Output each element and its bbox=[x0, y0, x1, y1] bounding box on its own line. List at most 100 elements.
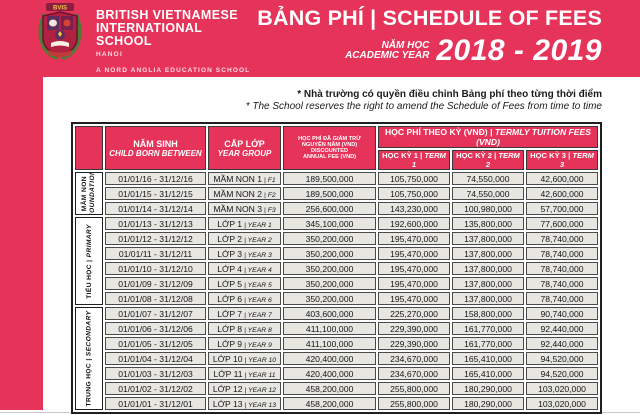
cell-term3-fee: 42,600,000 bbox=[526, 172, 599, 185]
cell-term1-fee: 195,470,000 bbox=[378, 262, 450, 275]
column-header-annual-fee: HỌC PHÍ ĐÃ GIẢM TRỪ NGUYÊN NĂM (VND) DIS… bbox=[283, 126, 376, 170]
section-label-vi: TRUNG HỌC | bbox=[85, 356, 93, 407]
cell-term3-fee: 78,740,000 bbox=[526, 247, 599, 260]
cell-term3-fee: 103,020,000 bbox=[526, 382, 599, 395]
year-group-en: | YEAR 3 bbox=[244, 251, 272, 259]
fee-schedule-table: NĂM SINH CHILD BORN BETWEEN CẤP LỚP YEAR… bbox=[71, 122, 603, 414]
term-1-separator: | bbox=[420, 151, 423, 160]
table-row: 01/01/02 - 31/12/02 LỚP 12 | YEAR 12 458,20… bbox=[75, 382, 599, 395]
cell-year-group: LỚP 8 | YEAR 8 bbox=[208, 322, 281, 335]
cell-term2-fee: 158,800,000 bbox=[452, 307, 524, 320]
section-label-inner: TIỂU HỌC | PRIMARY bbox=[76, 218, 102, 304]
year-group-vi: MẦM NON 3 bbox=[213, 203, 263, 214]
school-tagline: A NORD ANGLIA EDUCATION SCHOOL bbox=[96, 67, 251, 74]
year-group-vi: LỚP 9 bbox=[217, 338, 243, 349]
cell-term2-fee: 135,800,000 bbox=[452, 217, 524, 230]
cell-annual-fee: 458,200,000 bbox=[283, 397, 376, 410]
year-group-vi: MẦM NON 2 bbox=[213, 188, 263, 199]
cell-term1-fee: 105,750,000 bbox=[378, 187, 450, 200]
cell-term1-fee: 234,670,000 bbox=[378, 367, 450, 380]
term-1-en: TERM 1 bbox=[411, 151, 446, 169]
cell-annual-fee: 350,200,000 bbox=[283, 262, 376, 275]
year-group-en: | F3 bbox=[264, 206, 276, 214]
section-label-text: MẦM NON FOUNDATION bbox=[81, 172, 96, 215]
school-city: HANOI bbox=[96, 51, 123, 58]
section-label-2: TRUNG HỌC | SECONDARY bbox=[75, 307, 103, 410]
cell-annual-fee: 411,100,000 bbox=[283, 322, 376, 335]
cell-term1-fee: 195,470,000 bbox=[378, 247, 450, 260]
cell-year-group: LỚP 10 | YEAR 10 bbox=[208, 352, 281, 365]
cell-term3-fee: 90,740,000 bbox=[526, 307, 599, 320]
section-label-en: FOUNDATION bbox=[89, 172, 96, 215]
section-label-inner: MẦM NON FOUNDATION bbox=[76, 173, 102, 214]
cell-term2-fee: 161,770,000 bbox=[452, 322, 524, 335]
cell-term2-fee: 74,550,000 bbox=[452, 172, 524, 185]
cell-term1-fee: 229,390,000 bbox=[378, 337, 450, 350]
table-row: 01/01/09 - 31/12/09 LỚP 5 | YEAR 5 350,200,… bbox=[75, 277, 599, 290]
cell-term2-fee: 137,800,000 bbox=[452, 262, 524, 275]
table-row: 01/01/05 - 31/12/05 LỚP 9 | YEAR 9 411,100,… bbox=[75, 337, 599, 350]
cell-term1-fee: 143,230,000 bbox=[378, 202, 450, 215]
table-row: 01/01/06 - 31/12/06 LỚP 8 | YEAR 8 411,100,… bbox=[75, 322, 599, 335]
cell-term2-fee: 137,800,000 bbox=[452, 232, 524, 245]
cell-term2-fee: 161,770,000 bbox=[452, 337, 524, 350]
section-label-en: PRIMARY bbox=[85, 223, 93, 257]
disclaimer-vi: * Nhà trường có quyền điều chỉnh Bảng ph… bbox=[297, 89, 602, 100]
cell-year-group: LỚP 4 | YEAR 4 bbox=[208, 262, 281, 275]
annual-fee-line2: NGUYÊN NĂM (VND) bbox=[301, 141, 358, 148]
annual-fee-line4: ANNUAL FEE (VND) bbox=[302, 154, 357, 161]
cell-term3-fee: 78,740,000 bbox=[526, 277, 599, 290]
cell-year-group: LỚP 2 | YEAR 2 bbox=[208, 232, 281, 245]
column-header-year-group-vi: CẤP LỚP bbox=[224, 138, 265, 149]
cell-child-born: 01/01/01 - 31/12/01 bbox=[105, 397, 206, 410]
cell-child-born: 01/01/09 - 31/12/09 bbox=[105, 277, 206, 290]
cell-term3-fee: 57,700,000 bbox=[526, 202, 599, 215]
year-group-vi: LỚP 3 bbox=[217, 248, 243, 259]
table-row: 01/01/15 - 31/12/15 MẦM NON 2 | F2 189,500,… bbox=[75, 187, 599, 200]
cell-term1-fee: 105,750,000 bbox=[378, 172, 450, 185]
cell-year-group: MẦM NON 2 | F2 bbox=[208, 187, 281, 200]
cell-term3-fee: 78,740,000 bbox=[526, 292, 599, 305]
cell-term2-fee: 180,290,000 bbox=[452, 397, 524, 410]
cell-child-born: 01/01/14 - 31/12/14 bbox=[105, 202, 206, 215]
document-title-block: BẢNG PHÍ | SCHEDULE OF FEES NĂM HỌC ACAD… bbox=[257, 6, 602, 68]
year-group-en: | YEAR 4 bbox=[244, 266, 272, 274]
header-band bbox=[0, 0, 640, 77]
disclaimer-notes: * Nhà trường có quyền điều chỉnh Bảng ph… bbox=[246, 89, 602, 113]
table-row: 01/01/01 - 31/12/01 LỚP 13 | YEAR 13 458,20… bbox=[75, 397, 599, 410]
table-row: 01/01/04 - 31/12/04 LỚP 10 | YEAR 10 420,40… bbox=[75, 352, 599, 365]
term-3-en: TERM 3 bbox=[559, 151, 594, 169]
annual-fee-line3: DISCOUNTED bbox=[311, 148, 348, 154]
cell-term2-fee: 165,410,000 bbox=[452, 352, 524, 365]
year-group-vi: LỚP 12 bbox=[212, 383, 243, 394]
year-group-en: | YEAR 11 bbox=[244, 371, 276, 379]
cell-annual-fee: 411,100,000 bbox=[283, 337, 376, 350]
year-group-vi: LỚP 6 bbox=[217, 293, 243, 304]
left-red-strip bbox=[0, 0, 43, 410]
table-row: 01/01/11 - 31/12/11 LỚP 3 | YEAR 3 350,200,… bbox=[75, 247, 599, 260]
year-group-en: | YEAR 7 bbox=[244, 311, 272, 319]
year-group-en: | YEAR 13 bbox=[244, 401, 277, 409]
year-group-vi: LỚP 2 bbox=[217, 233, 243, 244]
section-label-vi: TIỂU HỌC | bbox=[85, 256, 93, 299]
column-header-child-born: NĂM SINH CHILD BORN BETWEEN bbox=[105, 126, 206, 170]
cell-term1-fee: 229,390,000 bbox=[378, 322, 450, 335]
year-group-en: | F2 bbox=[264, 191, 276, 199]
academic-year-value: 2018 - 2019 bbox=[436, 34, 602, 67]
cell-child-born: 01/01/11 - 31/12/11 bbox=[105, 247, 206, 260]
termly-fees-separator: | bbox=[490, 127, 493, 137]
cell-term3-fee: 78,740,000 bbox=[526, 262, 599, 275]
table-row: 01/01/10 - 31/12/10 LỚP 4 | YEAR 4 350,200,… bbox=[75, 262, 599, 275]
cell-year-group: LỚP 9 | YEAR 9 bbox=[208, 337, 281, 350]
cell-term1-fee: 225,270,000 bbox=[378, 307, 450, 320]
cell-year-group: LỚP 3 | YEAR 3 bbox=[208, 247, 281, 260]
table-row: 01/01/12 - 31/12/12 LỚP 2 | YEAR 2 350,200,… bbox=[75, 232, 599, 245]
cell-child-born: 01/01/12 - 31/12/12 bbox=[105, 232, 206, 245]
cell-child-born: 01/01/02 - 31/12/02 bbox=[105, 382, 206, 395]
cell-year-group: LỚP 12 | YEAR 12 bbox=[208, 382, 281, 395]
cell-annual-fee: 256,600,000 bbox=[283, 202, 376, 215]
year-group-en: | YEAR 10 bbox=[244, 356, 277, 364]
column-header-child-born-en: CHILD BORN BETWEEN bbox=[109, 148, 202, 158]
cell-term1-fee: 255,800,000 bbox=[378, 397, 450, 410]
cell-term2-fee: 137,800,000 bbox=[452, 247, 524, 260]
